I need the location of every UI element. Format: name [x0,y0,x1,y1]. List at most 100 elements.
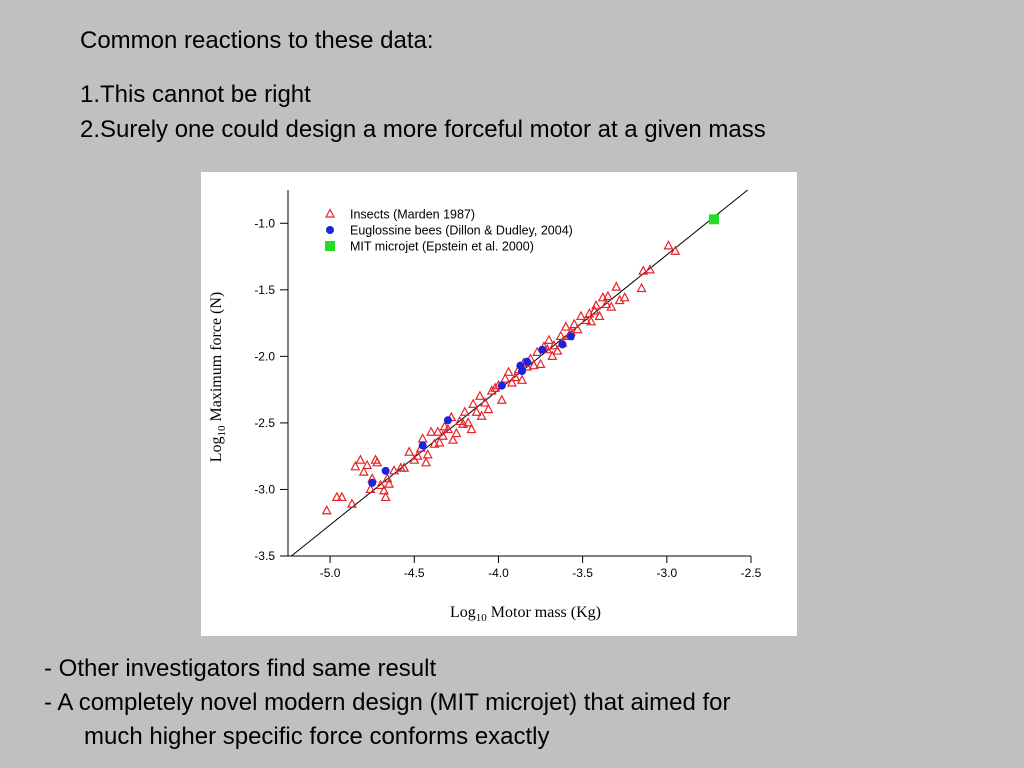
insect-point [606,301,617,311]
microjet-point [708,214,719,225]
reaction-point-1: 1.This cannot be right [80,81,311,108]
insect-point [528,359,539,370]
insect-point [463,417,474,427]
x-tick-label: -5.0 [320,566,341,580]
x-tick-label: -4.5 [404,566,425,580]
insect-point [479,397,490,407]
insect-point [543,334,554,344]
insect-point [503,366,514,376]
insect-point [454,415,465,426]
insect-point [483,403,494,414]
x-axis-title: Log10 Motor mass (Kg) [450,604,601,624]
insect-point [336,491,347,502]
bee-point [566,332,575,341]
legend-insects-label: Insects (Marden 1987) [350,208,475,222]
insect-point [389,465,400,475]
insect-point [670,245,681,255]
y-tick-label: -3.5 [254,549,275,563]
insect-point [589,305,600,315]
bullet-mit-microjet-cont: much higher specific force conforms exac… [84,723,550,750]
x-tick-label: -4.0 [488,566,509,580]
insect-point [555,330,566,340]
insect-point [569,318,580,329]
legend-microjet-marker [325,241,335,251]
insect-point [490,382,501,392]
scatter-chart: -5.0 -4.5 -4.0 -3.5 -3.0 -2.5 -1.0 -1.5 -2.0 -2.5… [201,172,797,636]
insect-point [552,345,563,355]
insect-point [459,406,470,416]
insect-point [510,371,521,382]
bullet-mit-microjet: - A completely novel modern design (MIT … [44,689,731,716]
bee-point [368,478,377,487]
insect-point [586,315,597,326]
insect-point [355,454,366,464]
legend-bees-marker [326,226,334,234]
insect-point [591,300,602,310]
slide-heading: Common reactions to these data: [80,27,434,54]
insect-point [417,433,428,443]
insect-point [439,421,450,431]
insect-point [535,358,546,368]
bullet-other-investigators: - Other investigators find same result [44,655,437,682]
legend-insects-marker [325,208,335,218]
x-tick-label: -3.0 [656,566,677,580]
insect-point [594,310,605,321]
y-tick-label: -3.0 [254,482,275,496]
bee-point [518,367,527,376]
insect-point [451,427,462,438]
insect-point [365,483,376,494]
bee-point [523,357,532,366]
insect-point [358,466,369,476]
insect-point [384,478,395,488]
insect-point [644,264,655,274]
insect-point [321,504,332,515]
insect-point [380,491,391,502]
insect-point [496,394,507,404]
insect-point [399,462,410,472]
insect-point [346,498,357,508]
bee-point [418,441,427,450]
y-tick-label: -2.0 [254,349,275,363]
insect-point [471,406,482,416]
insect-point [442,423,453,434]
y-tick-label: -1.0 [254,216,275,230]
x-tick-label: -2.5 [741,566,762,580]
insect-point [581,314,592,325]
insect-point [560,321,571,331]
insect-point [500,373,511,383]
x-tick-label: -3.5 [572,566,593,580]
bee-point [381,466,390,475]
insect-point [404,446,415,456]
y-tick-label: -1.5 [254,283,275,297]
insect-point [611,281,622,291]
insect-point [601,298,612,309]
insect-point [468,398,479,408]
insect-point [549,339,560,350]
insect-point [437,430,448,440]
insect-point [421,457,432,467]
insect-point [572,323,583,334]
insect-point [638,265,649,275]
bee-point [538,345,547,354]
insect-point [422,449,433,459]
insect-point [331,491,342,502]
insect-point [434,437,445,447]
insect-point [426,426,437,436]
y-tick-label: -2.5 [254,416,275,430]
insect-point [447,434,458,444]
y-axis-title: Log10 Maximum force (N) [208,292,228,463]
insect-point [575,310,586,321]
legend-microjet-label: MIT microjet (Epstein et al. 2000) [350,240,534,254]
insect-point [517,374,528,384]
insect-point [474,390,485,400]
insect-point [619,292,630,302]
insect-point [375,479,386,490]
insect-point [486,385,497,395]
insect-point [602,290,613,301]
insect-point [372,457,383,467]
bee-point [497,381,506,390]
insect-point [663,240,674,250]
insect-point [547,350,558,360]
bee-point [558,340,567,349]
insect-point [476,410,487,420]
